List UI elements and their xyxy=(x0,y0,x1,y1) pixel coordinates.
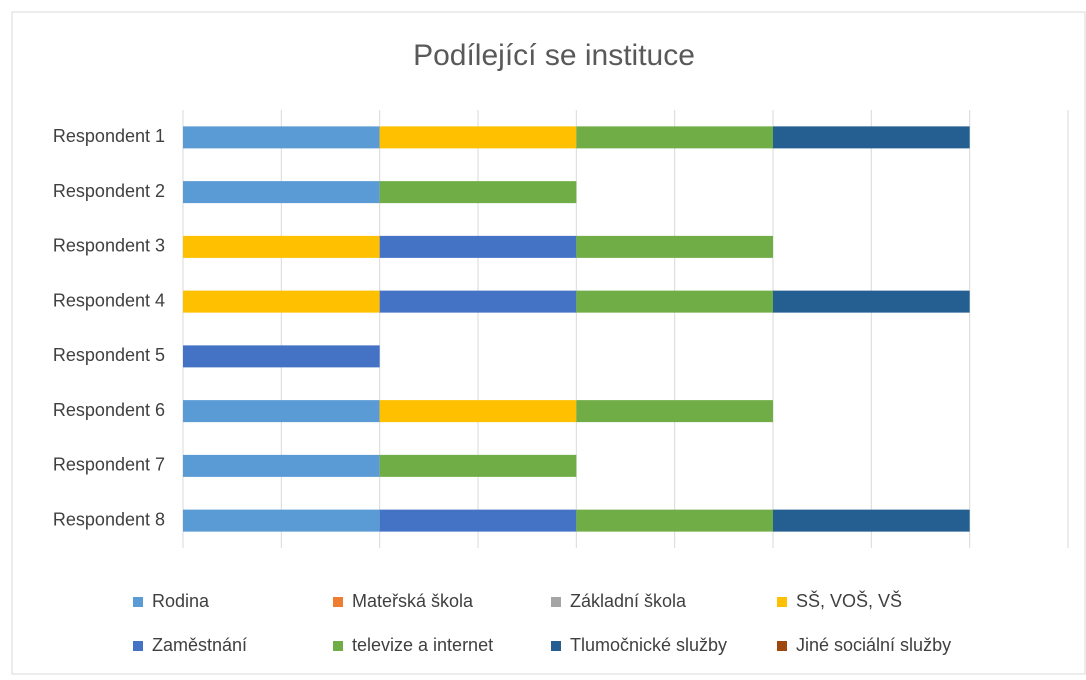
bar-segment xyxy=(379,400,577,423)
chart-title: Podílející se instituce xyxy=(413,39,695,72)
legend-label: televize a internet xyxy=(352,635,493,655)
bar-segment xyxy=(183,345,380,368)
bar-segment xyxy=(183,454,380,477)
legend-swatch xyxy=(777,597,787,607)
y-tick-label: Respondent 3 xyxy=(53,236,165,256)
legend-label: SŠ, VOŠ, VŠ xyxy=(796,590,902,611)
legend-swatch xyxy=(133,597,143,607)
bar-segment xyxy=(183,400,380,423)
legend-swatch xyxy=(333,597,343,607)
y-tick-label: Respondent 7 xyxy=(53,455,165,475)
y-tick-label: Respondent 5 xyxy=(53,345,165,365)
y-tick-label: Respondent 1 xyxy=(53,126,165,146)
y-tick-label: Respondent 6 xyxy=(53,400,165,420)
bar-segment xyxy=(576,235,773,258)
bar-segment xyxy=(773,509,970,532)
bar-segment xyxy=(183,509,380,532)
legend-label: Zaměstnání xyxy=(152,635,247,655)
legend-label: Tlumočnické služby xyxy=(570,635,727,655)
bar-segment xyxy=(379,181,577,204)
bar-segment xyxy=(379,235,577,258)
legend-label: Základní škola xyxy=(570,591,687,611)
bar-segment xyxy=(379,290,577,313)
bar-segment xyxy=(773,290,970,313)
legend-swatch xyxy=(551,597,561,607)
legend-swatch xyxy=(551,641,561,651)
bar-segment xyxy=(379,454,577,477)
y-tick-label: Respondent 8 xyxy=(53,509,165,529)
bar-segment xyxy=(576,509,773,532)
y-tick-label: Respondent 4 xyxy=(53,290,165,310)
legend-swatch xyxy=(133,641,143,651)
bar-segment xyxy=(773,126,970,149)
y-tick-label: Respondent 2 xyxy=(53,181,165,201)
legend-label: Rodina xyxy=(152,591,210,611)
bar-segment xyxy=(183,235,380,258)
legend-swatch xyxy=(333,641,343,651)
bar-segment xyxy=(576,126,773,149)
legend-label: Mateřská škola xyxy=(352,591,474,611)
bar-segment xyxy=(576,400,773,423)
bar-segment xyxy=(183,181,380,204)
bar-segment xyxy=(183,290,380,313)
bar-segment xyxy=(379,126,577,149)
legend-label: Jiné sociální služby xyxy=(796,635,951,655)
bar-segment xyxy=(576,290,773,313)
bar-segment xyxy=(183,126,380,149)
chart-border xyxy=(11,11,1086,675)
legend-swatch xyxy=(777,641,787,651)
bar-segment xyxy=(379,509,577,532)
